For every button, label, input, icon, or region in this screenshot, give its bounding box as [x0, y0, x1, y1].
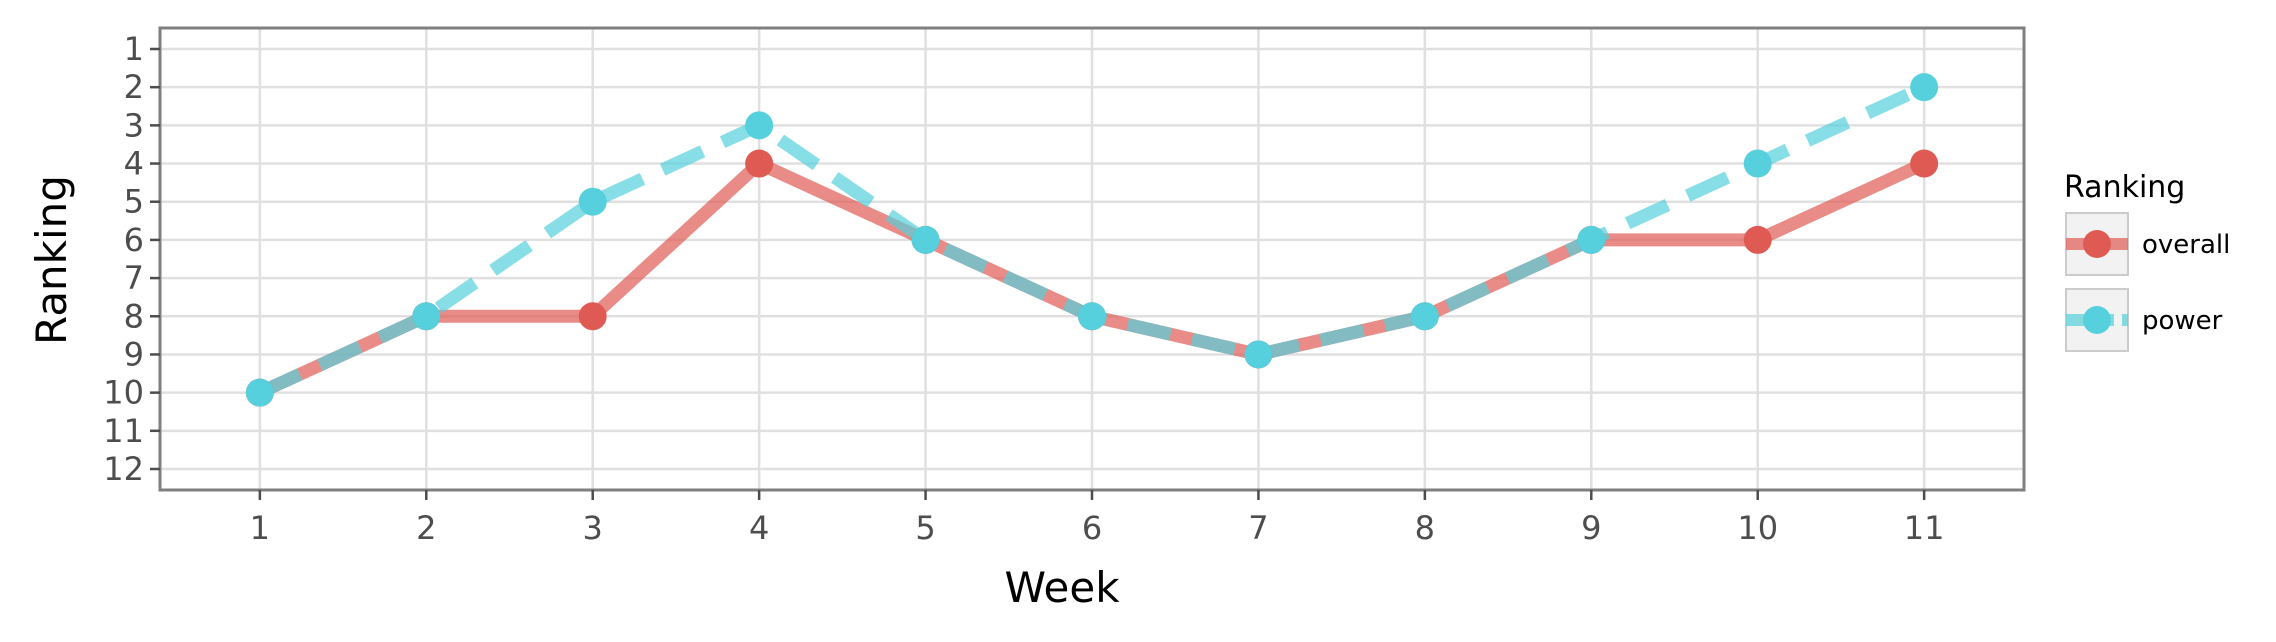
data-point-power [911, 225, 940, 254]
y-tick-label: 9 [124, 335, 144, 373]
data-point-overall [578, 302, 607, 331]
y-tick-label: 10 [103, 374, 144, 412]
data-point-power [1743, 149, 1772, 178]
data-point-overall [1743, 225, 1772, 254]
data-point-overall [1910, 149, 1939, 178]
data-point-power [1910, 73, 1939, 102]
x-tick-label: 6 [1082, 509, 1102, 547]
data-point-power [1078, 302, 1106, 331]
legend-title: Ranking [2064, 170, 2185, 205]
y-tick-label: 6 [124, 221, 144, 259]
x-tick-label: 4 [749, 509, 769, 547]
x-tick-label: 3 [583, 509, 603, 547]
data-point-power [1244, 340, 1273, 369]
data-point-power [1410, 302, 1439, 331]
data-point-power [745, 111, 774, 140]
legend-label-overall: overall [2142, 230, 2230, 260]
legend: Ranking overall power [2064, 170, 2230, 352]
data-point-power [412, 302, 441, 331]
x-tick-label: 5 [915, 509, 935, 547]
y-tick-label: 3 [124, 106, 144, 144]
data-point-power [245, 378, 274, 407]
series-points [245, 73, 1939, 407]
data-point-overall [745, 149, 774, 178]
y-tick-label: 8 [124, 297, 144, 335]
data-point-power [1577, 225, 1606, 254]
y-tick-label: 11 [103, 412, 144, 450]
data-point-power [578, 187, 607, 216]
x-tick-label: 7 [1248, 509, 1268, 547]
y-tick-label: 4 [124, 145, 144, 183]
legend-key-point [2083, 230, 2111, 258]
legend-label-power: power [2142, 306, 2223, 336]
x-tick-label: 11 [1904, 509, 1945, 547]
gridlines [160, 28, 2024, 490]
y-tick-label: 1 [124, 30, 144, 68]
x-tick-label: 2 [416, 509, 436, 547]
legend-key-point [2083, 306, 2111, 334]
y-axis-title: Ranking [27, 175, 76, 345]
y-tick-label: 2 [124, 68, 144, 106]
y-tick-label: 5 [124, 183, 144, 221]
y-tick-label: 7 [124, 259, 144, 297]
x-tick-label: 1 [250, 509, 270, 547]
x-axis-ticks: 1 2 3 4 5 6 7 8 9 10 11 [250, 490, 1945, 547]
x-axis-title: Week [1004, 563, 1120, 612]
y-tick-label: 12 [103, 450, 144, 488]
x-tick-label: 10 [1737, 509, 1778, 547]
x-tick-label: 9 [1581, 509, 1601, 547]
x-tick-label: 8 [1415, 509, 1435, 547]
